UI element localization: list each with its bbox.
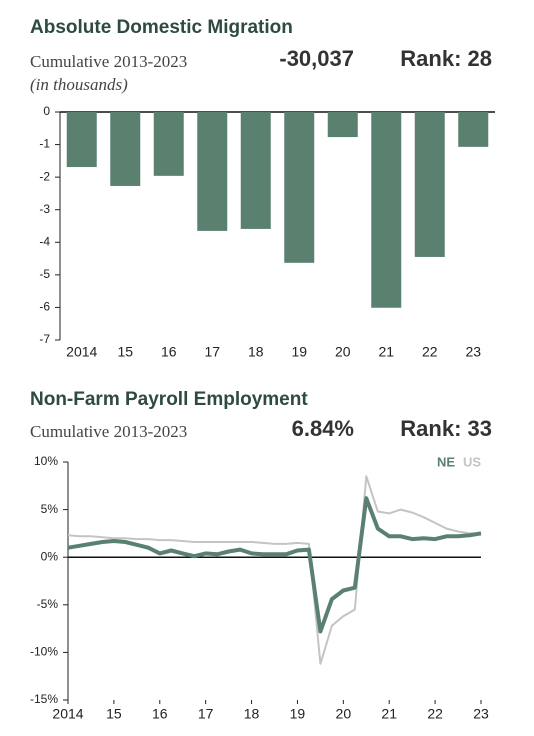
x-tick-label: 17 (198, 706, 214, 722)
y-tick-label: -5 (39, 267, 50, 281)
note: (in thousands) (30, 75, 128, 94)
x-tick-label: 23 (473, 706, 489, 722)
subtitle: Cumulative 2013-2023 (30, 422, 187, 441)
x-tick-label: 18 (244, 706, 260, 722)
bar (110, 112, 141, 186)
x-tick-label: 15 (117, 344, 133, 360)
x-tick-label: 21 (381, 706, 397, 722)
x-tick-label: 18 (248, 344, 264, 360)
y-tick-label: -1 (39, 137, 50, 151)
rank: Rank: 33 (400, 416, 492, 441)
y-tick-label: 5% (41, 502, 59, 516)
x-tick-label: 2014 (52, 706, 83, 722)
x-tick-label: 16 (152, 706, 168, 722)
bar (284, 112, 315, 263)
y-tick-label: -15% (30, 692, 58, 706)
x-tick-label: 19 (290, 706, 306, 722)
x-tick-label: 2014 (66, 344, 97, 360)
bar (66, 112, 97, 168)
bar (197, 112, 228, 231)
legend-label: NE (437, 454, 455, 469)
x-tick-label: 23 (465, 344, 481, 360)
x-tick-label: 20 (336, 706, 352, 722)
bar (327, 112, 358, 138)
rank: Rank: 28 (400, 46, 492, 71)
bar (458, 112, 489, 147)
x-tick-label: 22 (422, 344, 438, 360)
stat: 6.84% (292, 416, 354, 441)
stat: -30,037 (279, 46, 354, 71)
y-tick-label: 10% (34, 454, 58, 468)
x-tick-label: 22 (427, 706, 443, 722)
bar (414, 112, 445, 257)
x-tick-label: 16 (161, 344, 177, 360)
line-us (67, 475, 481, 665)
chart-title: Non-Farm Payroll Employment (30, 389, 308, 410)
x-tick-label: 20 (335, 344, 351, 360)
y-tick-label: -10% (30, 645, 58, 659)
y-tick-label: -3 (39, 202, 50, 216)
x-tick-label: 15 (106, 706, 122, 722)
y-tick-label: 0 (43, 104, 50, 118)
y-tick-label: -6 (39, 300, 50, 314)
y-tick-label: -5% (37, 597, 59, 611)
y-tick-label: -2 (39, 169, 50, 183)
y-tick-label: -4 (39, 234, 50, 248)
bar (371, 112, 402, 308)
x-tick-label: 19 (291, 344, 307, 360)
bar (153, 112, 184, 176)
x-tick-label: 17 (204, 344, 220, 360)
line-ne (67, 496, 482, 634)
x-tick-label: 21 (378, 344, 394, 360)
bar (240, 112, 271, 229)
subtitle: Cumulative 2013-2023 (30, 52, 187, 71)
legend-label: US (463, 454, 481, 469)
y-tick-label: 0% (41, 549, 59, 563)
chart-title: Absolute Domestic Migration (30, 17, 293, 38)
y-tick-label: -7 (39, 332, 50, 346)
